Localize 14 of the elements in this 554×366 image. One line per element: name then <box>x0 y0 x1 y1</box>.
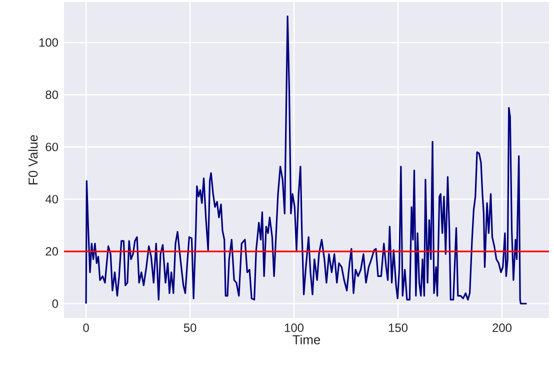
y-tick-label: 60 <box>46 142 58 152</box>
x-tick-label: 150 <box>388 324 408 332</box>
y-tick-label: 0 <box>52 299 58 308</box>
y-tick-label: 80 <box>46 90 58 99</box>
y-axis-title: F0 Value <box>28 135 38 184</box>
line-series <box>85 16 528 304</box>
y-tick-label: 40 <box>45 194 58 204</box>
x-tick-label: 200 <box>492 324 512 332</box>
y-tick-label: 20 <box>46 247 58 256</box>
x-tick-label: 50 <box>184 324 196 332</box>
x-axis-title: Time <box>292 334 320 344</box>
x-tick-label: 0 <box>83 324 89 332</box>
y-tick-label: 100 <box>39 38 58 47</box>
x-tick-label: 100 <box>284 324 304 332</box>
